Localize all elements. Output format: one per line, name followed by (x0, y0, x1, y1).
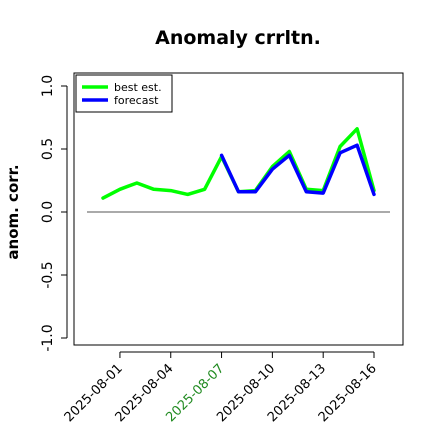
y-axis-label: anom. corr. (4, 164, 22, 259)
plot-frame (73, 72, 404, 346)
series-line (219, 143, 376, 197)
y-tick-label: 1.0 (40, 75, 56, 97)
legend-box (75, 74, 173, 113)
y-tick-label: 0.0 (40, 201, 56, 223)
series-layer (101, 127, 376, 200)
chart-title: Anomaly crrltn. (155, 27, 321, 49)
legend-label: best est. (114, 81, 162, 94)
x-axis: 2025-08-012025-08-042025-08-072025-08-10… (62, 351, 380, 425)
y-tick-label: 0.5 (40, 138, 56, 160)
y-axis: -1.0 -0.5 0.0 0.5 1.0 (40, 75, 68, 352)
y-tick-label: -0.5 (40, 261, 56, 288)
legend-label: forecast (114, 94, 159, 107)
y-tick-label: -1.0 (40, 324, 56, 351)
legend: best est.forecast (75, 74, 173, 113)
